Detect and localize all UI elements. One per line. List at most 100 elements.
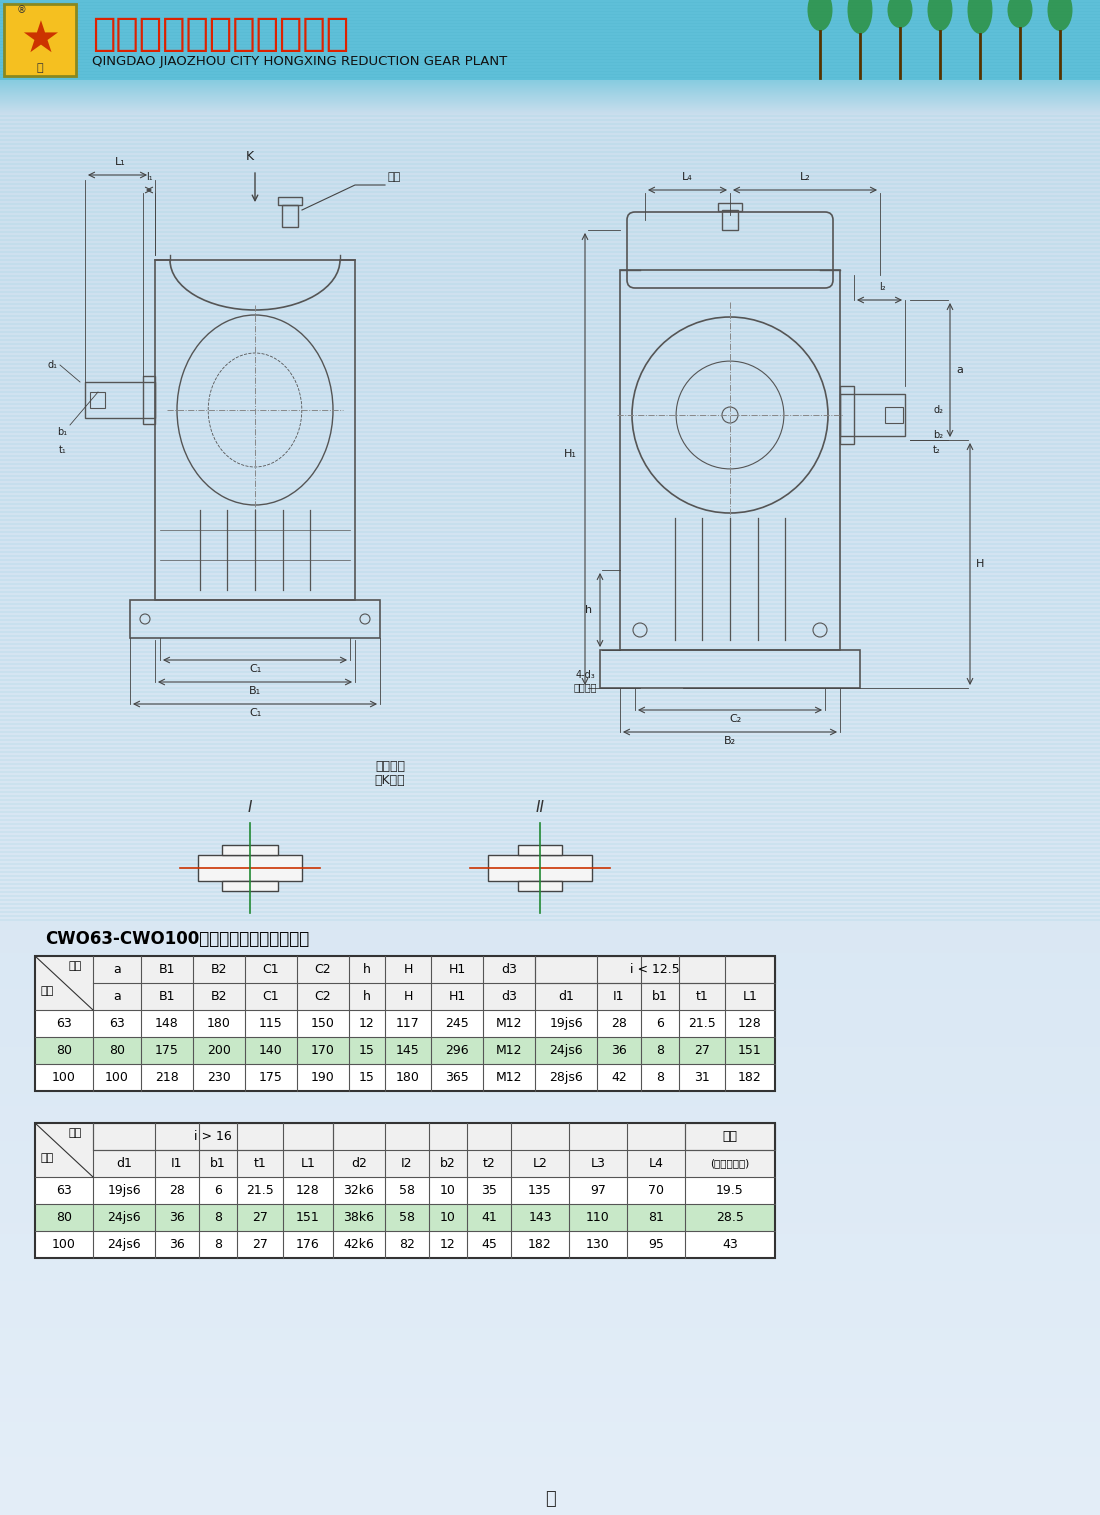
Text: 182: 182	[528, 1238, 552, 1251]
Text: 245: 245	[446, 1017, 469, 1030]
Text: 230: 230	[207, 1071, 231, 1085]
Text: 175: 175	[155, 1044, 179, 1057]
Text: 8: 8	[214, 1210, 222, 1224]
Text: C1: C1	[263, 989, 279, 1003]
Text: 31: 31	[694, 1071, 710, 1085]
Bar	[0, 0, 1100, 80]
Text: 296: 296	[446, 1044, 469, 1057]
Text: 110: 110	[586, 1210, 609, 1224]
Text: l₂: l₂	[879, 282, 886, 292]
Bar	[488, 854, 592, 882]
Text: 36: 36	[169, 1210, 185, 1224]
Bar	[722, 211, 738, 230]
Text: 15: 15	[359, 1071, 375, 1085]
Bar	[85, 382, 155, 418]
Text: 128: 128	[296, 1185, 320, 1197]
Bar	[35, 1036, 776, 1064]
Text: 4-d₃: 4-d₃	[575, 670, 595, 680]
Text: 190: 190	[311, 1071, 334, 1085]
Text: H: H	[404, 964, 412, 976]
Text: H: H	[976, 559, 984, 570]
Text: 180: 180	[207, 1017, 231, 1030]
Text: 80: 80	[109, 1044, 125, 1057]
Text: 70: 70	[648, 1185, 664, 1197]
Text: 42: 42	[612, 1071, 627, 1085]
Text: ®: ®	[18, 5, 26, 15]
Text: d₁: d₁	[48, 361, 58, 370]
Text: 24js6: 24js6	[107, 1210, 141, 1224]
Text: 21.5: 21.5	[689, 1017, 716, 1030]
Text: h: h	[585, 604, 592, 615]
Bar	[840, 386, 854, 444]
Text: M12: M12	[496, 1017, 522, 1030]
Text: 19js6: 19js6	[549, 1017, 583, 1030]
Text: 装配型式: 装配型式	[375, 761, 405, 773]
Bar	[35, 1064, 776, 1091]
Bar	[35, 1123, 776, 1257]
Text: 32k6: 32k6	[343, 1185, 374, 1197]
Text: 180: 180	[396, 1071, 420, 1085]
Bar	[282, 205, 298, 227]
Text: M12: M12	[496, 1044, 522, 1057]
Ellipse shape	[1047, 0, 1072, 30]
Text: t1: t1	[695, 989, 708, 1003]
Bar	[143, 376, 155, 424]
Text: 145: 145	[396, 1044, 420, 1057]
Text: a: a	[956, 365, 962, 376]
Text: M12: M12	[496, 1071, 522, 1085]
Text: ★: ★	[20, 18, 59, 62]
Text: ⑪: ⑪	[544, 1489, 556, 1507]
Text: 365: 365	[446, 1071, 469, 1085]
Text: b₂: b₂	[933, 430, 943, 439]
Text: b2: b2	[440, 1157, 455, 1170]
Text: 175: 175	[260, 1071, 283, 1085]
Text: 81: 81	[648, 1210, 664, 1224]
Text: i < 12.5: i < 12.5	[630, 964, 680, 976]
Text: 148: 148	[155, 1017, 179, 1030]
Text: t2: t2	[483, 1157, 495, 1170]
Text: 6: 6	[656, 1017, 664, 1030]
Text: 从K向看: 从K向看	[375, 774, 405, 786]
Text: h: h	[363, 964, 371, 976]
Text: (不包括油重): (不包括油重)	[711, 1159, 749, 1168]
Text: 100: 100	[52, 1071, 76, 1085]
Text: d3: d3	[502, 989, 517, 1003]
Text: 97: 97	[590, 1185, 606, 1197]
Text: H1: H1	[449, 964, 465, 976]
Text: L1: L1	[300, 1157, 316, 1170]
Bar	[222, 882, 278, 891]
Text: 重量: 重量	[723, 1130, 737, 1142]
Text: 28js6: 28js6	[549, 1071, 583, 1085]
Bar	[518, 845, 562, 854]
Text: 58: 58	[399, 1210, 415, 1224]
Text: 176: 176	[296, 1238, 320, 1251]
Text: i > 16: i > 16	[194, 1130, 232, 1142]
Text: 36: 36	[612, 1044, 627, 1057]
Bar	[840, 394, 905, 436]
Text: 100: 100	[106, 1071, 129, 1085]
Text: 27: 27	[252, 1210, 268, 1224]
Text: I1: I1	[172, 1157, 183, 1170]
Text: 10: 10	[440, 1210, 455, 1224]
Text: L₂: L₂	[800, 173, 811, 182]
Text: 200: 200	[207, 1044, 231, 1057]
Text: h: h	[363, 989, 371, 1003]
Text: 8: 8	[656, 1044, 664, 1057]
Text: L4: L4	[649, 1157, 663, 1170]
Bar	[886, 408, 903, 423]
Text: 43: 43	[722, 1238, 738, 1251]
Text: 27: 27	[252, 1238, 268, 1251]
Text: L2: L2	[532, 1157, 548, 1170]
Bar	[35, 1177, 776, 1204]
Text: 130: 130	[586, 1238, 609, 1251]
Bar	[35, 1123, 776, 1177]
Bar	[130, 600, 380, 638]
Text: a: a	[113, 989, 121, 1003]
Text: 35: 35	[481, 1185, 497, 1197]
Text: H: H	[404, 989, 412, 1003]
Text: B2: B2	[211, 964, 228, 976]
Text: II: II	[536, 800, 544, 815]
Text: 38k6: 38k6	[343, 1210, 374, 1224]
Text: 24js6: 24js6	[549, 1044, 583, 1057]
Bar	[35, 1011, 776, 1036]
